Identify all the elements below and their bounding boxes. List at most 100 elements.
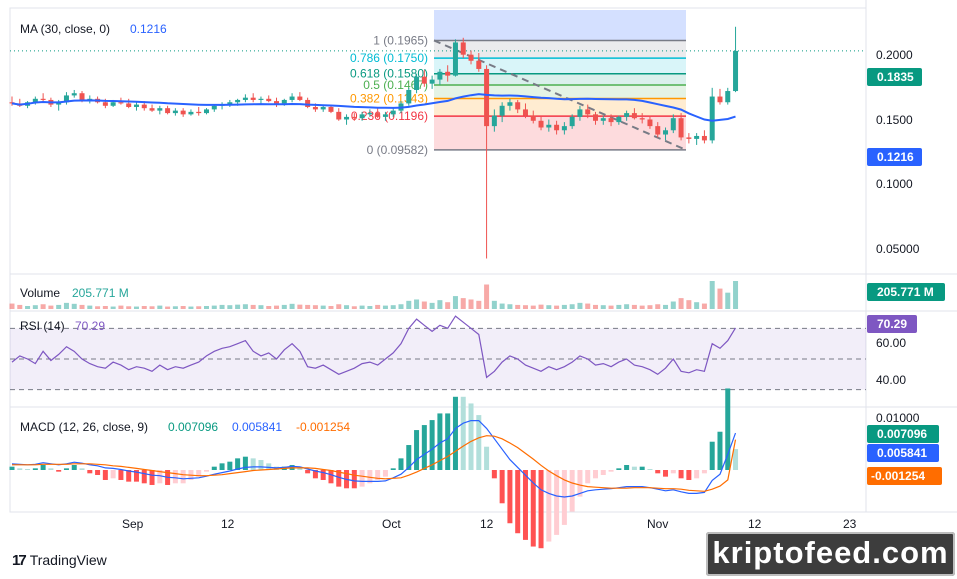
fib-band-0 bbox=[434, 40, 686, 59]
volume-bar-86 bbox=[678, 298, 684, 309]
volume-bar-41 bbox=[328, 306, 334, 309]
macd-hist-bar-21 bbox=[172, 470, 178, 484]
volume-pane[interactable] bbox=[9, 281, 739, 309]
volume-bar-69 bbox=[546, 305, 552, 309]
tradingview-brand[interactable]: 17 TradingView bbox=[12, 551, 107, 569]
volume-bar-80 bbox=[631, 304, 637, 309]
plot-border bbox=[9, 7, 867, 513]
candle-body-15 bbox=[126, 103, 132, 107]
macd-pane[interactable] bbox=[9, 388, 739, 549]
candle-body-66 bbox=[522, 109, 528, 116]
macd-legend-label: MACD (12, 26, close, 9) bbox=[20, 420, 148, 434]
macd-hist-bar-52 bbox=[414, 430, 420, 470]
hist-tag-text: -0.001254 bbox=[871, 469, 925, 483]
fib-band-2 bbox=[434, 73, 686, 86]
volume-bar-33 bbox=[266, 306, 272, 309]
macd-legend-hist-value: -0.001254 bbox=[296, 420, 350, 434]
volume-bar-76 bbox=[600, 305, 606, 309]
macd-hist-bar-9 bbox=[79, 468, 85, 470]
candle-body-58 bbox=[460, 42, 466, 55]
macd-hist-bar-87 bbox=[686, 470, 692, 480]
volume-bar-60 bbox=[476, 300, 482, 309]
macd-hist-bar-47 bbox=[375, 470, 381, 480]
macd-hist-bar-25 bbox=[204, 470, 209, 472]
macd-tag bbox=[867, 425, 939, 443]
volume-tag bbox=[867, 283, 945, 301]
volume-bar-12 bbox=[102, 306, 108, 309]
volume-bar-11 bbox=[95, 306, 101, 309]
macd-hist-bar-4 bbox=[40, 465, 46, 470]
candle-body-7 bbox=[63, 95, 69, 103]
y-tick-1: 0.1500 bbox=[876, 113, 913, 127]
candle-body-93 bbox=[733, 50, 739, 92]
candle-body-37 bbox=[297, 96, 303, 100]
volume-bar-82 bbox=[647, 305, 653, 309]
rsi-line bbox=[11, 315, 737, 379]
macd-hist-bar-0 bbox=[9, 466, 15, 470]
y-tick-2: 0.1000 bbox=[876, 177, 913, 191]
x-tick-oct: Oct bbox=[382, 517, 401, 531]
macd-hist-bar-39 bbox=[312, 470, 318, 479]
last-price-tag bbox=[867, 68, 922, 86]
candle-body-17 bbox=[141, 104, 147, 109]
volume-bar-26 bbox=[211, 305, 217, 309]
volume-bar-18 bbox=[149, 306, 155, 309]
macd-hist-bar-73 bbox=[577, 470, 583, 497]
x-tick-sep-12: 12 bbox=[221, 517, 235, 531]
ma-legend-label: MA (30, close, 0) bbox=[20, 22, 110, 36]
candle-body-42 bbox=[336, 111, 342, 120]
volume-bar-81 bbox=[639, 305, 645, 309]
volume-bar-36 bbox=[289, 303, 295, 309]
macd-hist-bar-83 bbox=[655, 470, 661, 474]
candle-body-76 bbox=[600, 118, 606, 121]
candle-body-88 bbox=[694, 135, 700, 139]
x-tick-nov-12: 12 bbox=[748, 517, 762, 531]
candle-body-84 bbox=[663, 130, 669, 135]
volume-bar-78 bbox=[616, 304, 622, 309]
candle-body-41 bbox=[328, 106, 334, 112]
macd-hist-bar-54 bbox=[429, 420, 435, 470]
candle-body-59 bbox=[468, 54, 474, 61]
macd-hist-bar-63 bbox=[499, 470, 505, 504]
fib-band-4 bbox=[434, 98, 686, 117]
macd-hist-bar-6 bbox=[56, 470, 62, 472]
candle-body-26 bbox=[211, 105, 217, 110]
macd-hist-bar-92 bbox=[725, 388, 731, 470]
macd-hist-bar-75 bbox=[593, 470, 598, 479]
macd-hist-bar-45 bbox=[359, 470, 365, 487]
candle-body-48 bbox=[382, 114, 388, 117]
volume-bar-70 bbox=[554, 305, 560, 309]
volume-bar-4 bbox=[40, 304, 46, 309]
volume-bar-49 bbox=[390, 305, 396, 309]
volume-bar-38 bbox=[305, 304, 311, 309]
volume-bar-87 bbox=[686, 300, 692, 309]
candle-body-72 bbox=[569, 116, 575, 127]
candle-body-60 bbox=[476, 60, 482, 69]
macd-hist-bar-57 bbox=[452, 396, 458, 470]
volume-bar-30 bbox=[242, 304, 248, 309]
ma-line bbox=[11, 93, 736, 122]
y-tick-0: 0.2000 bbox=[876, 48, 913, 62]
macd-hist-bar-61 bbox=[484, 446, 490, 470]
volume-bar-39 bbox=[312, 305, 318, 309]
x-tick-nov: Nov bbox=[647, 517, 668, 531]
ma-legend-value: 0.1216 bbox=[130, 22, 167, 36]
macd-hist-bar-89 bbox=[701, 470, 707, 474]
candle-body-68 bbox=[538, 120, 544, 128]
volume-bar-51 bbox=[406, 300, 412, 309]
volume-bar-58 bbox=[460, 298, 466, 309]
macd-hist-bar-28 bbox=[227, 461, 233, 470]
macd-hist-bar-86 bbox=[678, 470, 684, 479]
volume-bar-7 bbox=[63, 302, 69, 309]
volume-bar-48 bbox=[382, 305, 388, 309]
volume-bar-67 bbox=[530, 305, 536, 309]
macd-hist-bar-50 bbox=[398, 458, 404, 470]
volume-bar-6 bbox=[56, 304, 62, 309]
price-pane[interactable]: 1 (0.1965)0.786 (0.1750)0.618 (0.1580)0.… bbox=[9, 10, 867, 259]
rsi-pane[interactable] bbox=[10, 315, 866, 391]
volume-bar-25 bbox=[204, 306, 209, 309]
volume-bar-27 bbox=[219, 304, 225, 309]
macd-hist-bar-31 bbox=[250, 458, 256, 470]
volume-bar-88 bbox=[694, 302, 700, 309]
